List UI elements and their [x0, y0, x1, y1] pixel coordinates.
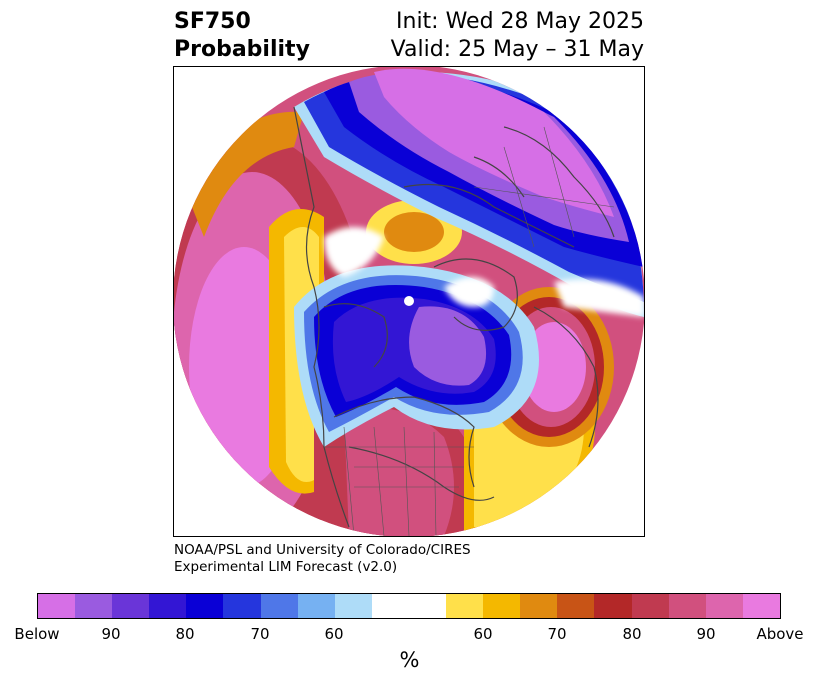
colorbar-segment-above-7	[668, 594, 706, 618]
colorbar-label-above-60: 60	[473, 625, 493, 643]
colorbar-segment-above-8	[705, 594, 743, 618]
colorbar-label-below-90: 90	[101, 625, 121, 643]
colorbar-segment-below-1	[38, 594, 76, 618]
product-title-line2: Probability	[174, 37, 310, 62]
map-svg	[174, 67, 644, 536]
product-title: SF750 Probability	[174, 8, 310, 64]
colorbar-label-below: Below	[14, 625, 60, 643]
coastlines	[293, 106, 615, 528]
colorbar-segment-below-5	[186, 594, 224, 618]
forecast-dates: Init: Wed 28 May 2025 Valid: 25 May – 31…	[391, 8, 644, 64]
colorbar-label-below-80: 80	[175, 625, 195, 643]
colorbar	[37, 593, 781, 619]
colorbar-segment-below-4	[149, 594, 187, 618]
init-date: Init: Wed 28 May 2025	[396, 9, 644, 34]
colorbar-segment-below-2	[75, 594, 113, 618]
colorbar-segment-above-5	[594, 594, 632, 618]
colorbar-label-above: Above	[756, 625, 804, 643]
colorbar-segment-above-6	[631, 594, 669, 618]
colorbar-label-below-60: 60	[324, 625, 344, 643]
colorbar-label-above-90: 90	[696, 625, 716, 643]
colorbar-segment-above-3	[520, 594, 558, 618]
political-borders	[324, 126, 615, 536]
colorbar-segment-below-6	[223, 594, 261, 618]
colorbar-label-below-70: 70	[250, 625, 270, 643]
polar-below-anomaly	[294, 265, 539, 447]
colorbar-label-above-70: 70	[547, 625, 567, 643]
colorbar-segment-above-1	[446, 594, 484, 618]
product-title-line1: SF750	[174, 9, 251, 34]
colorbar-segment-below-3	[112, 594, 150, 618]
credits: NOAA/PSL and University of Colorado/CIRE…	[174, 542, 471, 576]
north-pole-marker	[404, 296, 414, 306]
colorbar-segment-above-4	[557, 594, 595, 618]
colorbar-segment-below-8	[297, 594, 335, 618]
colorbar-label-above-80: 80	[622, 625, 642, 643]
colorbar-segment-below-9	[334, 594, 372, 618]
credits-line1: NOAA/PSL and University of Colorado/CIRE…	[174, 542, 471, 558]
colorbar-segment-above-9	[742, 594, 780, 618]
colorbar-segment-above-2	[483, 594, 521, 618]
colorbar-segment-below-7	[260, 594, 298, 618]
forecast-map	[173, 66, 645, 537]
credits-line2: Experimental LIM Forecast (v2.0)	[174, 559, 398, 575]
colorbar-segment-neutral	[371, 594, 447, 618]
colorbar-labels: Below 90 80 70 60 60 70 80 90 Above	[0, 625, 819, 647]
arctic-below-anomaly	[294, 68, 644, 317]
valid-date: Valid: 25 May – 31 May	[390, 37, 644, 62]
colorbar-unit: %	[399, 648, 420, 672]
